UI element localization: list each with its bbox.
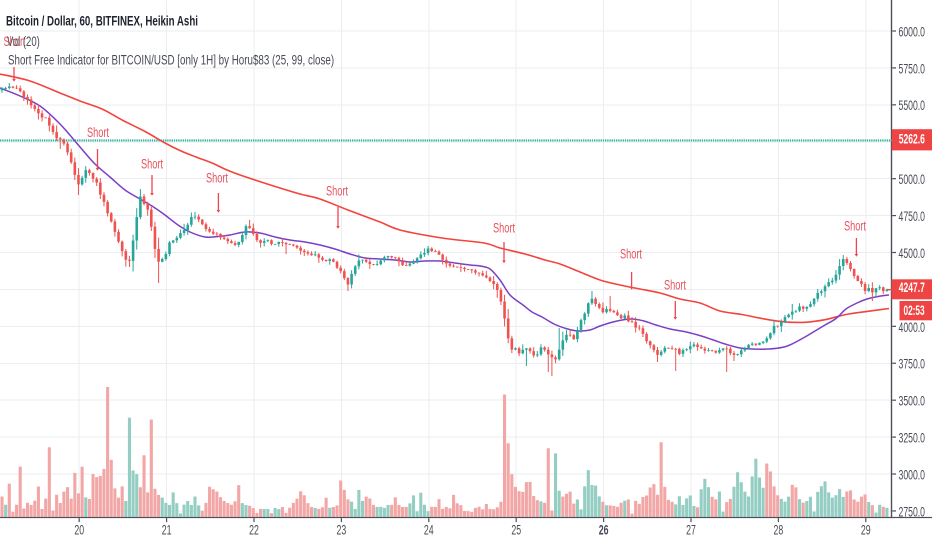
svg-text:Short: Short <box>206 170 229 187</box>
svg-text:28: 28 <box>774 524 784 538</box>
svg-text:4000.0: 4000.0 <box>899 320 926 336</box>
svg-text:Short: Short <box>326 183 349 200</box>
svg-text:Short: Short <box>664 277 687 294</box>
svg-text:23: 23 <box>337 524 347 538</box>
svg-text:22: 22 <box>249 524 259 538</box>
svg-text:02:53: 02:53 <box>904 304 925 319</box>
svg-text:21: 21 <box>162 524 172 538</box>
svg-text:3000.0: 3000.0 <box>899 467 926 483</box>
svg-text:5262.6: 5262.6 <box>899 133 925 147</box>
svg-text:4500.0: 4500.0 <box>899 246 926 262</box>
svg-text:29: 29 <box>861 524 871 538</box>
svg-text:5500.0: 5500.0 <box>899 98 926 114</box>
svg-text:3500.0: 3500.0 <box>899 394 926 410</box>
svg-text:6000.0: 6000.0 <box>899 24 926 40</box>
svg-text:Short: Short <box>844 218 867 235</box>
svg-text:4247.7: 4247.7 <box>899 281 925 295</box>
svg-text:5000.0: 5000.0 <box>899 172 926 188</box>
svg-text:2750.0: 2750.0 <box>899 504 926 520</box>
svg-text:Short: Short <box>493 220 516 237</box>
svg-text:20: 20 <box>74 524 84 538</box>
svg-text:Short: Short <box>141 156 164 173</box>
svg-text:3750.0: 3750.0 <box>899 357 926 373</box>
svg-text:Short: Short <box>620 246 643 263</box>
svg-text:27: 27 <box>686 524 696 538</box>
svg-text:4750.0: 4750.0 <box>899 209 926 225</box>
svg-text:Bitcoin / Dollar, 60, BITFINEX: Bitcoin / Dollar, 60, BITFINEX, Heikin A… <box>6 13 198 29</box>
svg-text:25: 25 <box>511 524 521 538</box>
svg-text:Short Free Indicator for BITCO: Short Free Indicator for BITCOIN/USD [on… <box>8 52 334 68</box>
svg-text:5750.0: 5750.0 <box>899 61 926 77</box>
svg-text:26: 26 <box>599 524 609 538</box>
svg-text:Vol (20): Vol (20) <box>7 33 40 49</box>
svg-text:24: 24 <box>424 524 434 538</box>
svg-text:Short: Short <box>87 124 110 141</box>
svg-text:3250.0: 3250.0 <box>899 430 926 446</box>
